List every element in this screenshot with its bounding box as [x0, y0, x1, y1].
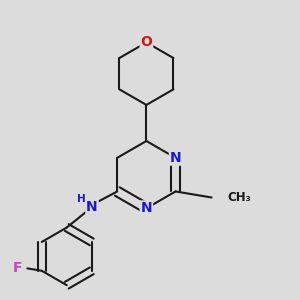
Text: F: F: [13, 261, 22, 275]
Text: H: H: [77, 194, 85, 204]
Text: N: N: [141, 201, 152, 215]
Text: O: O: [140, 35, 152, 50]
Text: N: N: [86, 200, 98, 214]
Text: N: N: [170, 151, 181, 165]
Text: CH₃: CH₃: [227, 191, 251, 204]
